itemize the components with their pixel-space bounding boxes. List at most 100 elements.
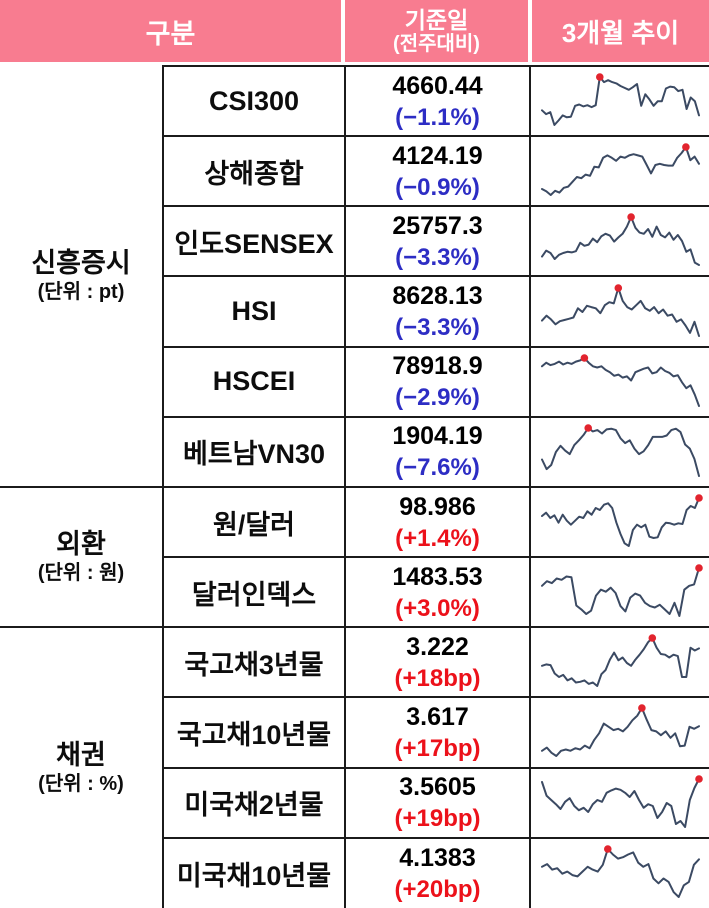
weekly-change: (+18bp) [394,664,481,692]
sparkline-chart [540,283,700,337]
value-cell: 3.617 (+17bp) [344,696,531,769]
group-cell-2: 외환 (단위 : 원) [0,485,164,629]
trend-line [540,146,700,197]
value-cell: 98.986 (+1.4%) [344,485,531,559]
table-row: 미국채2년물 3.5605 (+19bp) [0,766,709,839]
instrument-value: 4124.19 [392,141,483,170]
table-row: 국고채10년물 3.617 (+17bp) [0,696,709,769]
value-cell: 4.1383 (+20bp) [344,836,531,908]
sparkline-cell [529,64,709,138]
table-row: 인도SENSEX 25757.3 (−3.3%) [0,205,709,278]
instrument-name: 원/달러 [162,485,346,559]
weekly-change: (+17bp) [394,734,481,762]
sparkline-chart [540,424,700,477]
group-unit: (단위 : %) [38,773,124,796]
sparkline-cell [529,836,709,908]
market-table-body: 신흥증시 (단위 : pt) CSI300 4660.44 (−1.1%) 상해종합 412… [0,64,709,908]
instrument-value: 25757.3 [392,211,483,240]
instrument-name: 베트남VN30 [162,415,346,488]
instrument-value: 3.5605 [399,773,476,802]
instrument-name: 국고채10년물 [162,696,346,769]
peak-marker-icon [595,73,604,81]
weekly-change: (−7.6%) [395,454,480,482]
peak-marker-icon [580,353,588,362]
peak-marker-icon [694,494,703,502]
sparkline-chart [540,213,700,267]
weekly-change: (+20bp) [394,875,481,903]
sparkline-chart [540,353,700,407]
trend-line [540,497,700,548]
trend-line [540,216,700,267]
value-cell: 3.222 (+18bp) [344,626,531,699]
sparkline-chart [540,704,700,758]
sparkline-chart [540,564,703,618]
instrument-value: 8628.13 [392,282,483,311]
market-table: 신흥증시 (단위 : pt) CSI300 4660.44 (−1.1%) 상해종합 412… [0,64,709,908]
header-base-date: 기준일 (전주대비) [345,0,528,62]
sparkline-chart [540,143,700,197]
peak-marker-icon [681,143,690,152]
table-row: 신흥증시 (단위 : pt) CSI300 4660.44 (−1.1%) [0,64,709,488]
sparkline-cell [529,275,709,348]
group-unit: (단위 : pt) [37,280,125,303]
value-cell: 4124.19 (−0.9%) [344,135,531,208]
value-cell: 25757.3 (−3.3%) [344,205,531,278]
trend-line [540,707,700,758]
weekly-change: (+3.0%) [395,594,480,622]
trend-line [540,76,700,127]
instrument-value: 3.617 [406,702,469,731]
weekly-change: (+19bp) [394,805,481,833]
instrument-name: CSI300 [162,64,346,138]
table-header: 구분 기준일 (전주대비) 3개월 추이 [0,0,709,62]
group-cell-1: 신흥증시 (단위 : pt) [0,66,164,488]
sparkline-cell [529,205,709,278]
sparkline-chart [540,494,703,548]
sparkline-cell [529,135,709,208]
instrument-value: 1483.53 [392,562,483,591]
table-row: 달러인덱스 1483.53 (+3.0%) [0,556,709,629]
sparkline-chart [540,634,700,688]
sparkline-cell [529,345,709,418]
peak-marker-icon [626,213,635,222]
instrument-name: 달러인덱스 [162,556,346,629]
instrument-value: 4660.44 [392,71,483,100]
table-row: 베트남VN30 1904.19 (−7.6%) [0,415,709,488]
trend-line [540,567,700,618]
instrument-value: 1904.19 [392,422,483,451]
peak-marker-icon [694,564,703,572]
sparkline-chart [540,774,703,828]
peak-marker-icon [583,424,592,432]
sparkline-cell [529,626,709,699]
instrument-name: 미국채10년물 [162,836,346,908]
trend-line [540,848,700,899]
instrument-value: 3.222 [406,632,469,661]
sparkline-chart [540,845,700,899]
instrument-name: 상해종합 [162,135,346,208]
sparkline-cell [529,696,709,769]
instrument-name: 인도SENSEX [162,205,346,278]
group-label: 외환 [56,529,106,560]
group-cell-3: 채권 (단위 : %) [0,626,164,908]
header-base-sublabel: (전주대비) [393,32,480,55]
weekly-change: (−0.9%) [395,173,480,201]
weekly-change: (+1.4%) [395,524,480,552]
peak-marker-icon [694,774,703,783]
group-label: 채권 [56,740,106,771]
sparkline-chart [540,73,700,127]
value-cell: 3.5605 (+19bp) [344,766,531,839]
value-cell: 4660.44 (−1.1%) [344,64,531,138]
table-row: HSI 8628.13 (−3.3%) [0,275,709,348]
trend-line [540,426,700,477]
header-category: 구분 [0,0,341,62]
weekly-change: (−3.3%) [395,314,480,342]
group-unit: (단위 : 원) [37,562,125,585]
instrument-value: 4.1383 [399,843,476,872]
header-base-label: 기준일 [404,6,469,33]
instrument-value: 78918.9 [392,352,483,381]
trend-line [540,637,700,688]
header-trend-label: 3개월 추이 [561,17,680,48]
group-label: 신흥증시 [31,247,131,278]
peak-marker-icon [603,845,612,854]
table-row: HSCEI 78918.9 (−2.9%) [0,345,709,418]
